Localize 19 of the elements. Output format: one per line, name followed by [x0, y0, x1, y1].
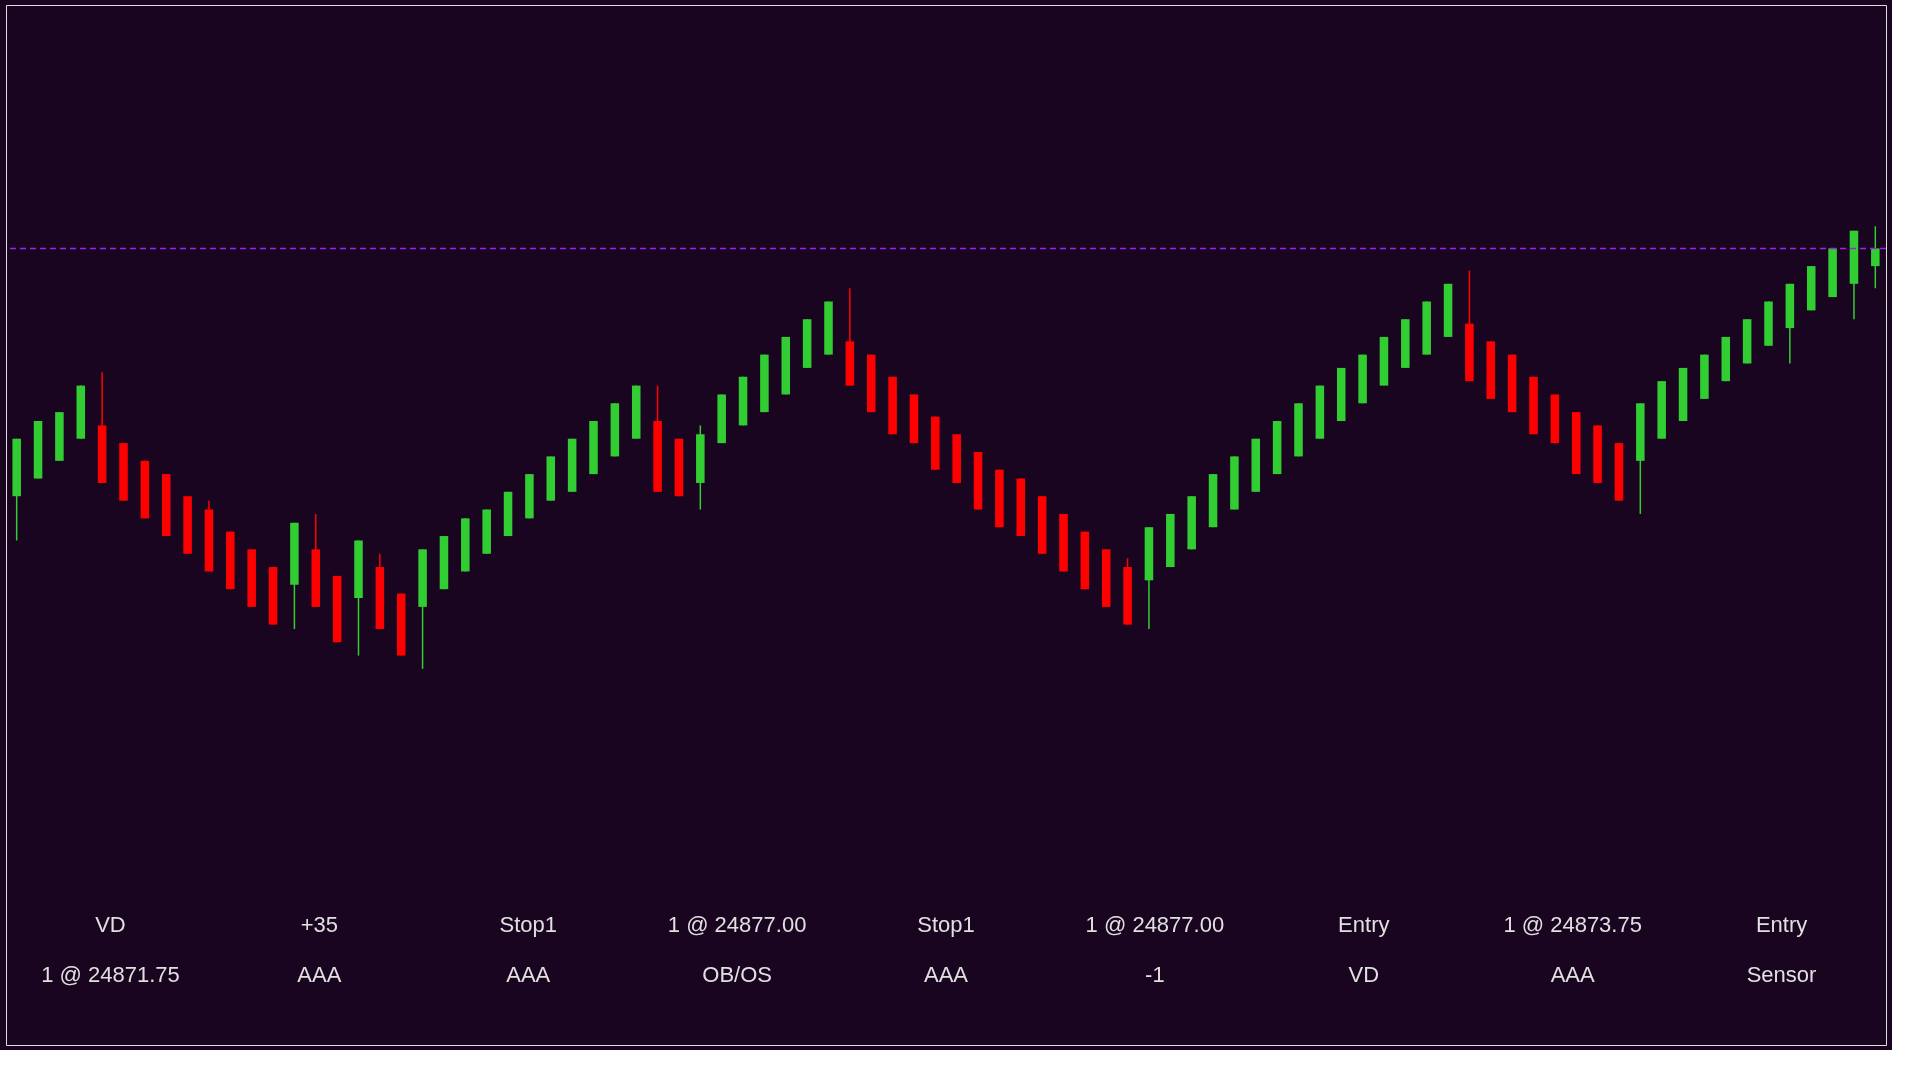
text: Entry — [1338, 912, 1390, 937]
text: VD — [95, 912, 126, 937]
text: 1 @ 24873.75 — [1503, 912, 1642, 937]
text: OB/OS — [702, 962, 772, 987]
text: AAA — [506, 962, 551, 987]
text: Entry — [1755, 912, 1808, 937]
text: Sensor — [1746, 962, 1817, 987]
text: 1 @ 24877.00 — [667, 912, 807, 937]
text: Stop1 — [917, 912, 975, 937]
candlestick — [1871, 225, 1880, 289]
text: 1 @ 24877.00 — [1085, 912, 1225, 937]
text: AAA — [1550, 962, 1595, 987]
text: +35 — [300, 912, 338, 937]
text: 1 @ 24871.75 — [41, 962, 180, 987]
text: -1 — [1145, 962, 1165, 987]
text: AAA — [297, 962, 342, 987]
text: Stop1 — [499, 912, 557, 937]
text: AAA — [923, 962, 969, 987]
text: VD — [1348, 962, 1380, 987]
